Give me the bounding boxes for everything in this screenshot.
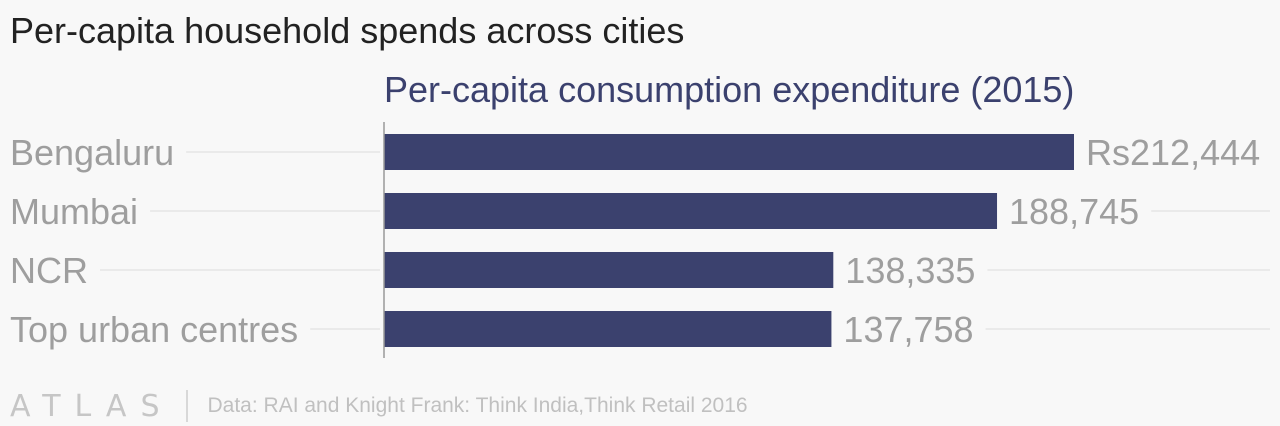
category-label: NCR: [10, 250, 88, 291]
footer-divider: [185, 390, 188, 422]
chart-title: Per-capita household spends across citie…: [10, 10, 685, 51]
source-note: Data: RAI and Knight Frank: Think India,…: [207, 394, 748, 417]
value-label: Rs212,444: [1086, 132, 1260, 173]
value-label: 137,758: [843, 309, 973, 350]
atlas-logo: ATLAS: [10, 388, 174, 424]
value-label: 138,335: [845, 250, 975, 291]
bar: [384, 252, 834, 288]
category-labels: Bengaluru Mumbai NCR Top urban centres: [10, 132, 298, 350]
footer: ATLAS Data: RAI and Knight Frank: Think …: [10, 386, 748, 426]
chart-subtitle: Per-capita consumption expenditure (2015…: [384, 69, 1074, 110]
bar-chart: Per-capita consumption expenditure (2015…: [10, 69, 1270, 358]
category-label: Bengaluru: [10, 132, 174, 173]
gridlines: [100, 151, 1270, 330]
bar: [384, 134, 1074, 170]
bar: [384, 311, 832, 347]
category-label: Mumbai: [10, 191, 138, 232]
bar: [384, 193, 998, 229]
value-labels: Rs212,444 188,745 138,335 137,758: [843, 132, 1260, 350]
category-label: Top urban centres: [10, 309, 298, 350]
bars: [384, 134, 1074, 347]
value-label: 188,745: [1009, 191, 1139, 232]
